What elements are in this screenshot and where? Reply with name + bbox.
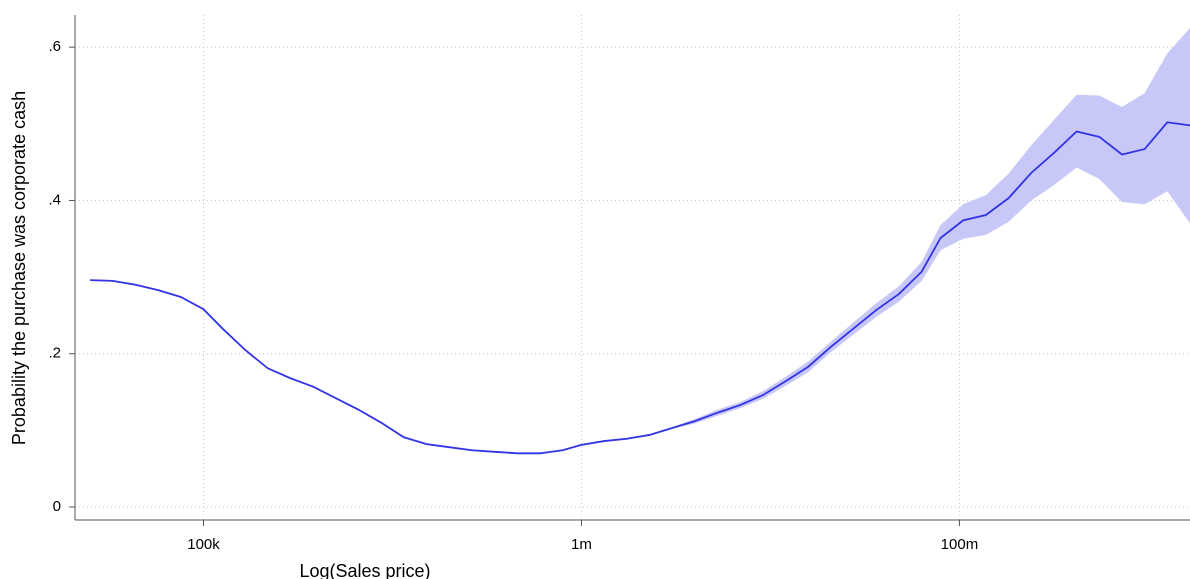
x-tick-label: 1m (571, 536, 592, 553)
y-tick-label: 0 (53, 498, 61, 515)
y-tick-label: .2 (48, 345, 61, 362)
x-tick-label: 100m (941, 536, 979, 553)
x-tick-label: 100k (187, 536, 220, 553)
y-tick-label: .6 (48, 38, 61, 55)
y-axis-label: Probability the purchase was corporate c… (9, 91, 29, 445)
confidence-band (90, 28, 1190, 455)
x-axis-label: Log(Sales price) (299, 561, 430, 579)
line (90, 121, 1190, 455)
y-tick-label: .4 (48, 191, 61, 208)
